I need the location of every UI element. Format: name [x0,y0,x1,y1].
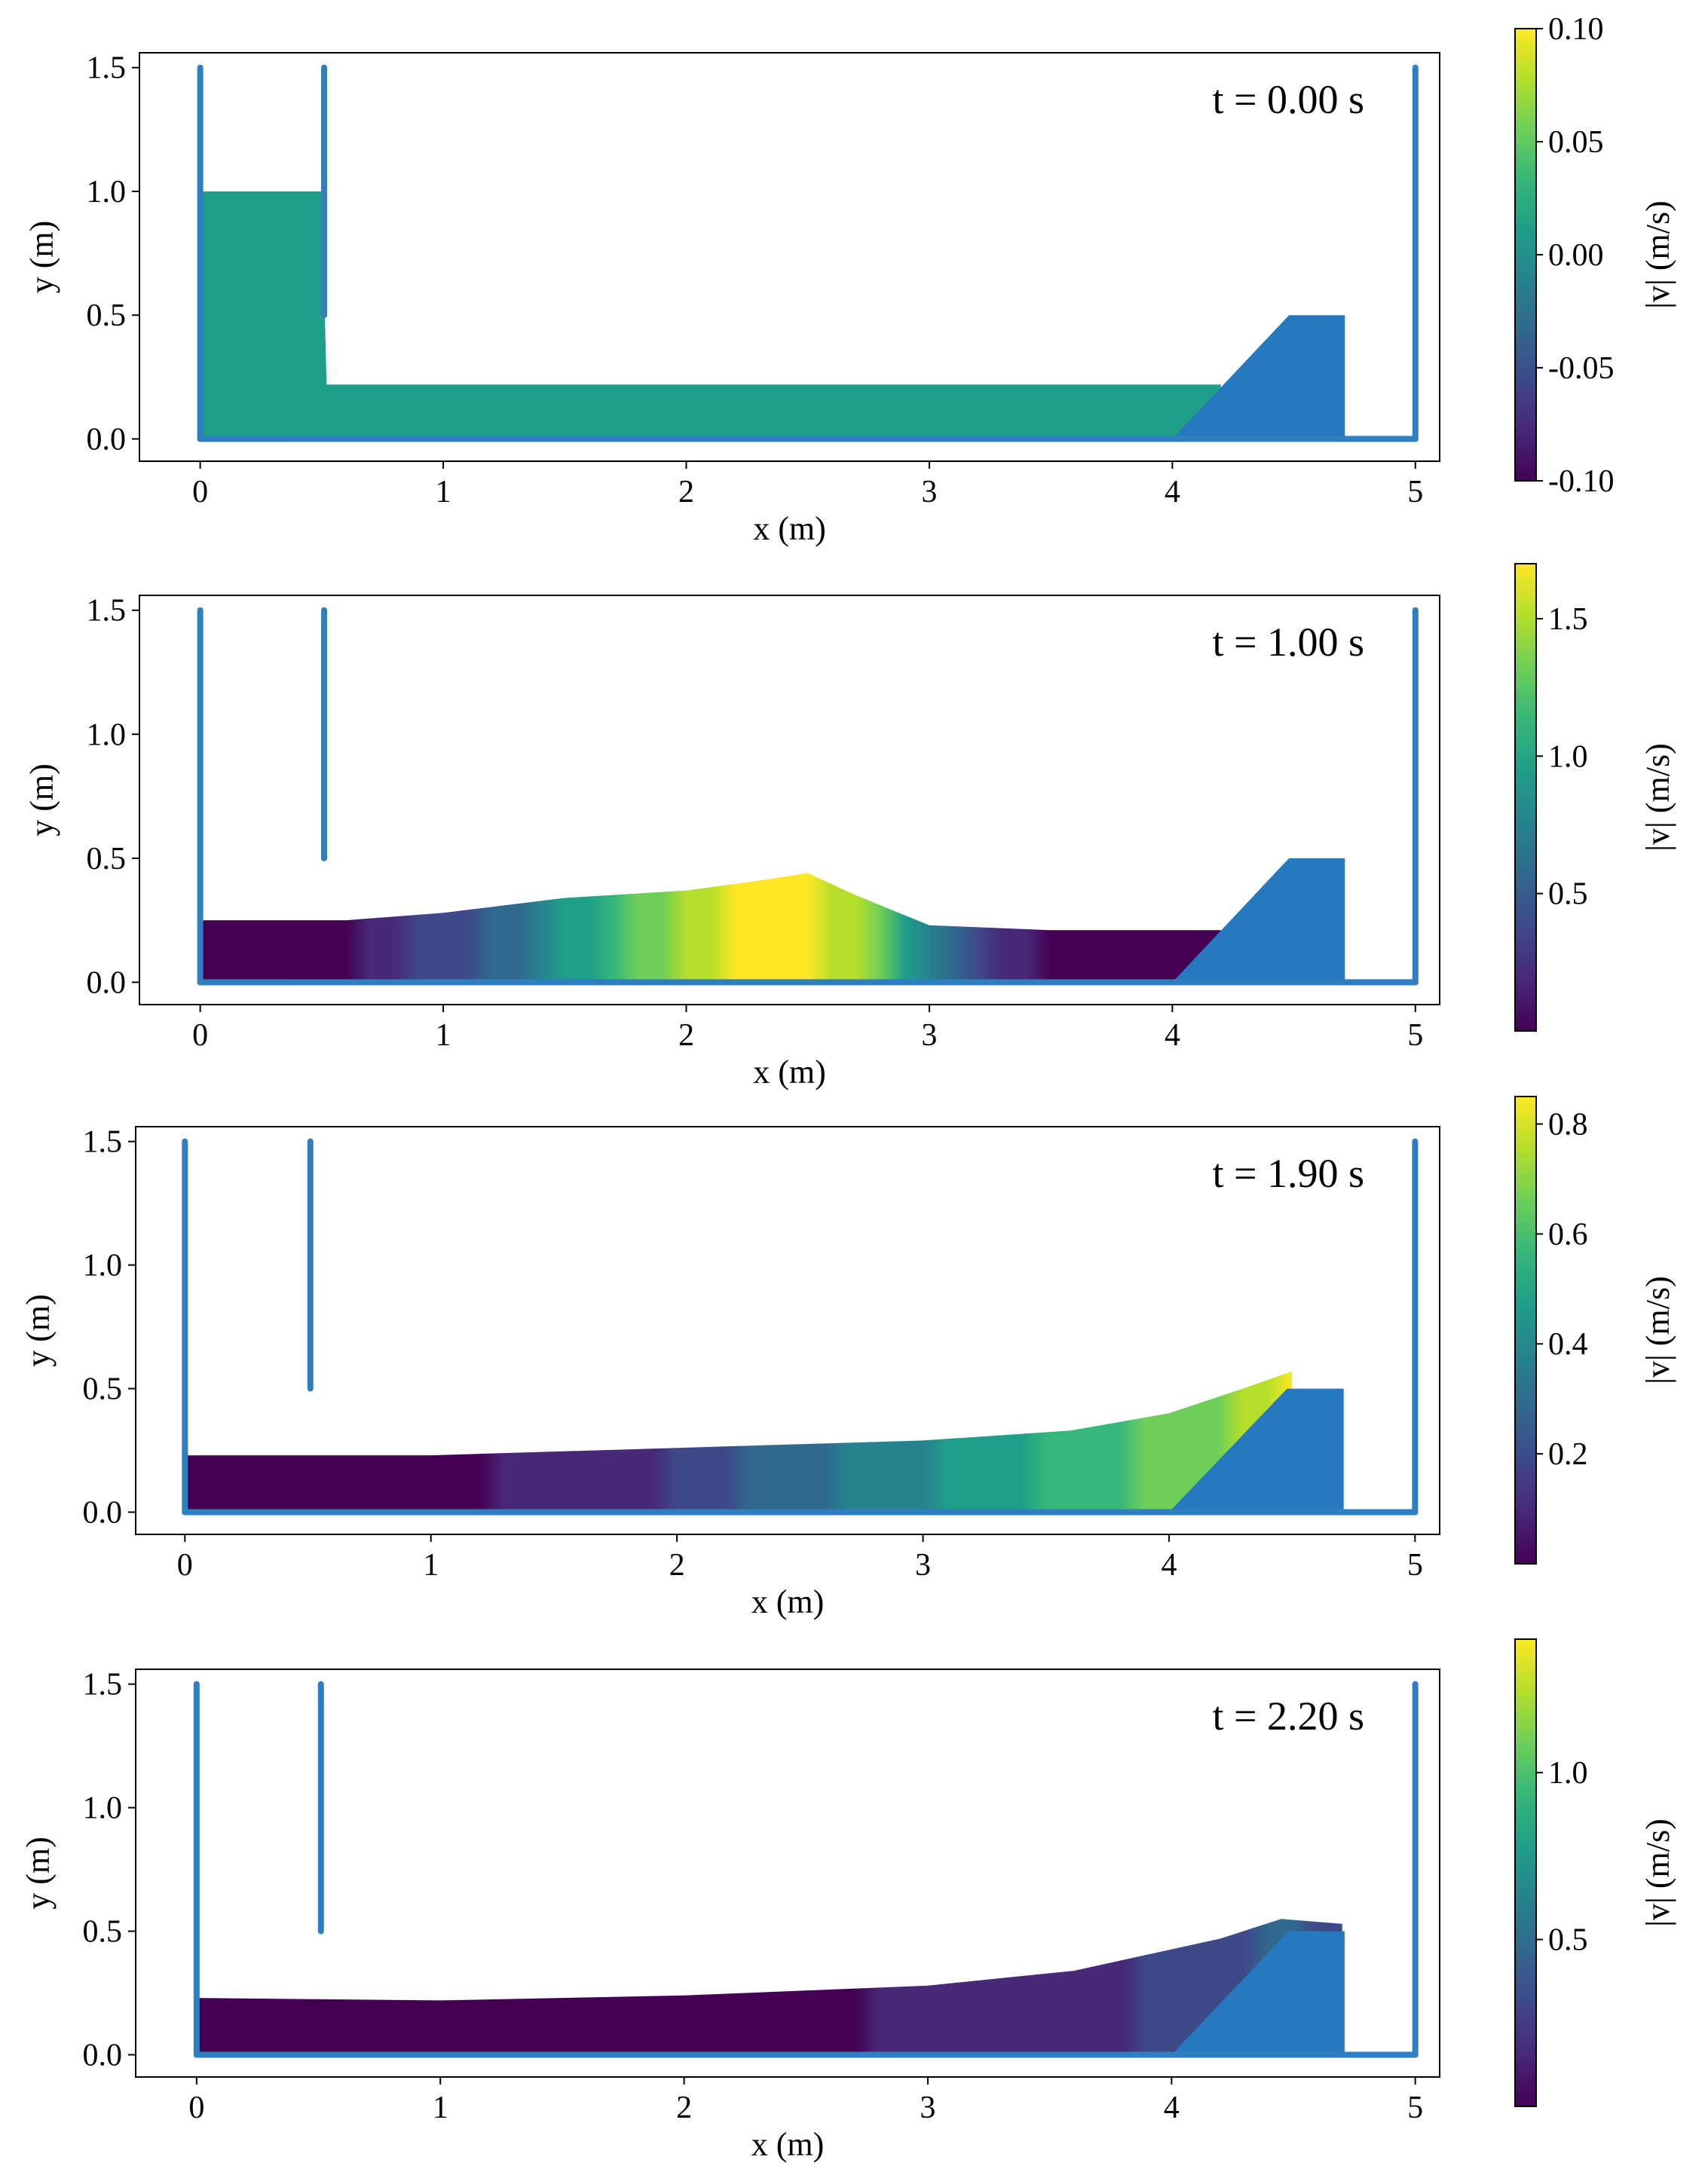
colorbar-tick-label: 0.5 [1548,877,1588,912]
y-tick-label: 0.0 [83,2038,123,2072]
x-tick-label: 0 [192,475,208,509]
y-axis-label: y (m) [20,1294,57,1367]
x-tick-label: 2 [669,1548,685,1583]
colorbar [1514,28,1537,482]
x-axis-label: x (m) [751,1583,825,1620]
y-tick-label: 0.0 [83,1495,123,1530]
water-body [200,191,1221,439]
time-label: t = 1.90 s [1213,1151,1364,1196]
panel-1: 0 1 2 3 4 5 0.0 0.5 1.0 1.5 x (m) y (m) t = 0.00 s 0.… [23,12,1676,547]
x-tick-label: 4 [1164,2091,1180,2125]
y-tick-label: 1.0 [83,1249,123,1283]
x-tick-label: 3 [921,1018,937,1053]
colorbar-tick-label: -0.10 [1548,464,1615,499]
water-body [196,1919,1342,2055]
time-label: t = 2.20 s [1213,1693,1364,1739]
colorbar-label: |v| (m/s) [1639,200,1676,309]
colorbar-label: |v| (m/s) [1639,1819,1676,1927]
colorbar-tick-label: 0.8 [1548,1107,1588,1142]
ramp-obstacle [1172,858,1345,983]
y-tick-label: 0.5 [83,1372,123,1407]
x-tick-label: 4 [1161,1548,1177,1583]
x-tick-label: 1 [433,2091,448,2125]
x-tick-label: 2 [678,1018,694,1053]
axes-frame [139,595,1440,1005]
axes-frame [139,52,1440,462]
time-label: t = 0.00 s [1213,77,1364,122]
x-tick-label: 2 [678,475,694,509]
y-axis-label: y (m) [23,763,60,837]
y-tick-label: 0.5 [87,842,127,876]
colorbar-tick-label: 0.6 [1548,1217,1588,1252]
colorbar-tick-label: 0.00 [1548,238,1604,273]
x-tick-label: 5 [1407,2091,1423,2125]
colorbar-tick-label: 0.10 [1548,12,1604,47]
x-axis-label: x (m) [753,510,826,547]
x-tick-label: 1 [423,1548,439,1583]
x-tick-label: 3 [921,475,937,509]
x-tick-label: 3 [915,1548,931,1583]
y-tick-label: 0.5 [83,1915,123,1950]
colorbar-tick-label: 1.0 [1548,1756,1588,1791]
ramp-obstacle [1171,1931,1345,2055]
water-body [200,873,1221,983]
x-axis-label: x (m) [753,1054,826,1090]
colorbar-tick-label: 0.5 [1548,1923,1588,1958]
y-tick-label: 1.0 [83,1791,123,1826]
colorbar-label: |v| (m/s) [1639,743,1676,852]
time-label: t = 1.00 s [1213,619,1364,665]
panel-4: 0 1 2 3 4 5 0.0 0.5 1.0 1.5 x (m) y (m) t = 2.20 s 1.… [20,1638,1676,2163]
x-tick-label: 1 [436,475,451,509]
y-tick-label: 1.5 [83,1668,123,1702]
x-tick-label: 0 [177,1548,193,1583]
ramp-obstacle [1168,1388,1344,1513]
colorbar-label: |v| (m/s) [1639,1276,1676,1384]
x-tick-label: 1 [436,1018,451,1053]
colorbar-tick-label: 0.05 [1548,125,1604,160]
x-tick-label: 2 [676,2091,692,2125]
y-axis-label: y (m) [23,221,60,294]
y-tick-label: 1.5 [87,594,127,629]
x-tick-label: 3 [920,2091,935,2125]
y-tick-label: 0.5 [87,298,127,333]
colorbar-tick-label: 0.2 [1548,1437,1588,1472]
y-tick-label: 0.0 [87,422,127,457]
colorbar [1514,563,1537,1032]
panel-3: 0 1 2 3 4 5 0.0 0.5 1.0 1.5 x (m) y (m) t = 1.90 s 0.… [20,1096,1676,1620]
y-tick-label: 1.5 [83,1125,123,1160]
x-tick-label: 4 [1165,475,1180,509]
x-tick-label: 0 [192,1018,208,1053]
x-axis-label: x (m) [751,2126,825,2163]
panel-2: 0 1 2 3 4 5 0.0 0.5 1.0 1.5 x (m) y (m) t = 1.00 s 1.… [23,563,1676,1090]
colorbar [1514,1638,1537,2107]
axes-frame [135,1126,1440,1535]
water-body [185,1371,1293,1513]
y-tick-label: 1.0 [87,175,127,210]
colorbar-tick-label: -0.05 [1548,351,1615,386]
colorbar [1514,1096,1537,1565]
y-tick-label: 1.5 [87,51,127,86]
axes-frame [135,1669,1440,2078]
colorbar-tick-label: 1.5 [1548,602,1588,637]
colorbar-tick-label: 1.0 [1548,739,1588,774]
x-tick-label: 0 [188,2091,204,2125]
x-tick-label: 4 [1165,1018,1180,1053]
x-tick-label: 5 [1407,475,1423,509]
y-tick-label: 0.0 [87,965,127,1000]
x-tick-label: 5 [1407,1018,1423,1053]
ramp-obstacle [1172,315,1345,439]
y-axis-label: y (m) [20,1837,57,1910]
colorbar-tick-label: 0.4 [1548,1327,1588,1362]
x-tick-label: 5 [1407,1548,1423,1583]
y-tick-label: 1.0 [87,717,127,752]
